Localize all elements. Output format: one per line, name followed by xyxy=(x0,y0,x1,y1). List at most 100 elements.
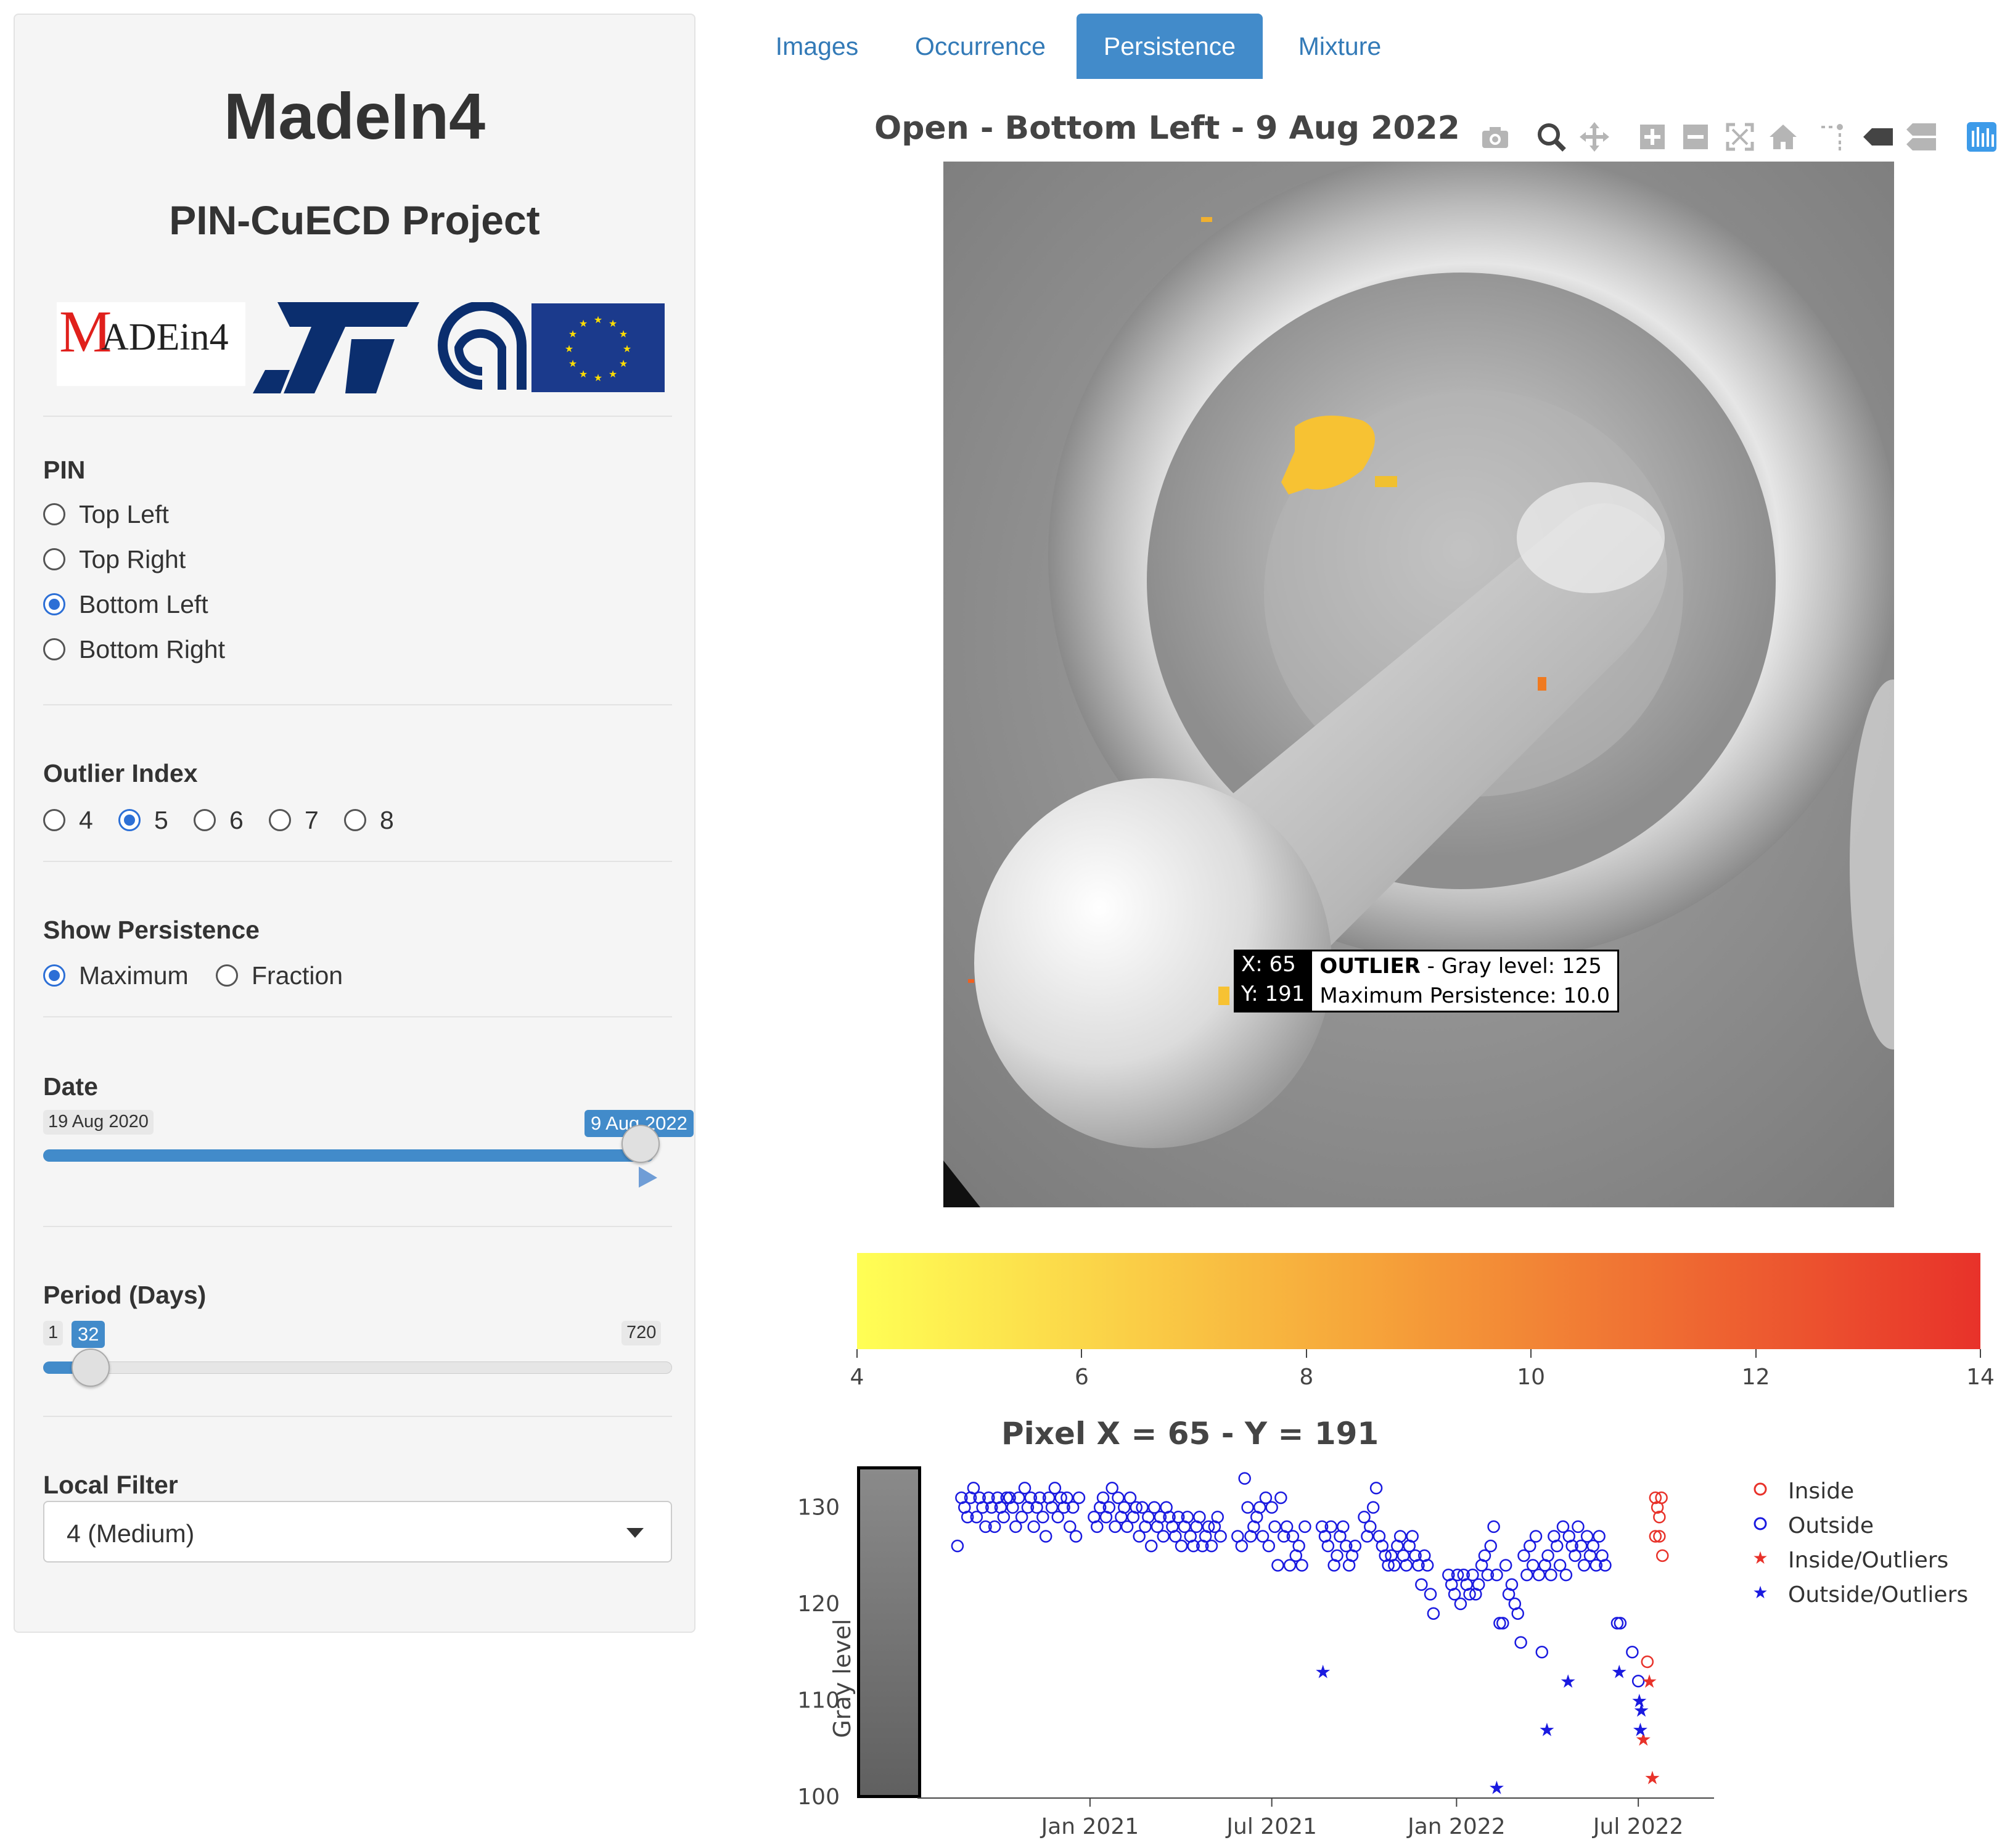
divider xyxy=(43,704,672,705)
outlier-index-option-7[interactable]: 7 xyxy=(269,805,319,834)
data-point-outside xyxy=(970,1510,983,1524)
data-point-outside xyxy=(1511,1607,1524,1620)
pin-option-top-right[interactable]: Top Right xyxy=(43,544,186,573)
outlier-index-option-6[interactable]: 6 xyxy=(194,805,244,834)
data-point-outside xyxy=(1553,1559,1567,1572)
data-point-outside xyxy=(1066,1501,1080,1514)
data-point-outside xyxy=(1142,1510,1155,1524)
data-point-outside xyxy=(1550,1539,1564,1553)
date-slider-handle[interactable] xyxy=(621,1125,660,1163)
svg-text:★: ★ xyxy=(594,372,602,384)
data-point-outside xyxy=(985,1501,998,1514)
data-point-outside xyxy=(1593,1530,1606,1543)
data-point-outside xyxy=(1556,1520,1570,1534)
zoom-in-icon[interactable] xyxy=(1639,123,1666,150)
zoom-icon[interactable] xyxy=(1535,121,1567,153)
data-point-outside xyxy=(1238,1472,1251,1485)
y-tick-label: 120 xyxy=(797,1591,840,1617)
pin-option-label: Top Right xyxy=(79,544,186,573)
outlier-index-option-label: 7 xyxy=(305,805,319,834)
app-title: MadeIn4 xyxy=(223,80,486,153)
data-point-inside-outliers: ★ xyxy=(1644,1768,1661,1789)
tab-occurrence[interactable]: Occurrence xyxy=(915,32,1046,60)
radio-circle-selected[interactable] xyxy=(43,964,65,987)
pin-microscope-image xyxy=(943,162,1894,1207)
radio-circle[interactable] xyxy=(194,809,216,831)
data-point-outside xyxy=(1626,1646,1639,1659)
x-tick-label: Jan 2021 xyxy=(1040,1814,1139,1839)
data-point-outside xyxy=(1286,1530,1300,1543)
data-point-outside xyxy=(1472,1578,1485,1591)
data-point-outside xyxy=(1572,1520,1585,1534)
outlier-index-option-4[interactable]: 4 xyxy=(43,806,93,834)
camera-icon[interactable] xyxy=(1480,123,1511,150)
data-point-outside xyxy=(1123,1491,1137,1505)
pan-icon[interactable] xyxy=(1578,121,1610,153)
colorbar-tick-mark xyxy=(1305,1349,1307,1358)
radio-circle-selected[interactable] xyxy=(118,809,141,831)
zoom-out-icon[interactable] xyxy=(1682,123,1709,150)
data-point-outside-outliers: ★ xyxy=(1632,1719,1649,1741)
persistence-option-maximum[interactable]: Maximum xyxy=(43,961,189,990)
pin-option-bottom-right[interactable]: Bottom Right xyxy=(43,635,225,663)
tab-persistence[interactable]: Persistence xyxy=(1077,14,1263,79)
data-point-outside xyxy=(1421,1559,1434,1572)
date-slider-play-icon[interactable] xyxy=(638,1167,658,1189)
data-point-outside xyxy=(1280,1520,1294,1534)
period-slider-handle[interactable] xyxy=(72,1349,110,1387)
data-point-outside xyxy=(1466,1568,1479,1582)
data-point-outside xyxy=(951,1539,964,1553)
data-point-outside xyxy=(1109,1520,1122,1534)
pin-option-bottom-left[interactable]: Bottom Left xyxy=(43,590,208,618)
radio-circle[interactable] xyxy=(43,638,65,660)
data-point-outside xyxy=(1012,1491,1025,1505)
hover-compare-icon[interactable] xyxy=(1905,121,1937,153)
radio-circle-selected[interactable] xyxy=(43,593,65,615)
outlier-index-option-5[interactable]: 5 xyxy=(118,806,168,834)
data-point-outside xyxy=(1520,1568,1533,1582)
autoscale-icon[interactable] xyxy=(1725,122,1755,152)
radio-circle[interactable] xyxy=(344,809,366,831)
data-point-outside xyxy=(1337,1520,1350,1534)
hover-closest-icon[interactable] xyxy=(1862,126,1894,148)
legend-inside-outliers[interactable]: ★ Inside/Outliers xyxy=(1751,1546,1948,1574)
legend-outside-outliers[interactable]: ★ Outside/Outliers xyxy=(1751,1581,1968,1608)
legend-outside-symbol-icon xyxy=(1751,1513,1788,1538)
svg-text:★: ★ xyxy=(1752,1549,1768,1567)
tab-images[interactable]: Images xyxy=(775,32,859,60)
legend-outside-outliers-symbol-icon: ★ xyxy=(1751,1582,1788,1608)
local-filter-select[interactable]: 4 (Medium) xyxy=(43,1501,672,1563)
spike-lines-icon[interactable] xyxy=(1818,122,1847,152)
pin-option-top-left[interactable]: Top Left xyxy=(43,500,169,528)
tab-mixture[interactable]: Mixture xyxy=(1298,32,1382,60)
radio-circle[interactable] xyxy=(43,809,65,831)
legend-outside[interactable]: Outside xyxy=(1751,1512,1874,1539)
outlier-index-label: Outlier Index xyxy=(43,759,198,787)
data-point-outside xyxy=(1018,1482,1032,1495)
data-point-outside xyxy=(1268,1520,1281,1534)
legend-inside-outliers-symbol-icon: ★ xyxy=(1751,1548,1788,1573)
data-point-outside xyxy=(1205,1539,1218,1553)
outlier-index-option-label: 6 xyxy=(229,805,244,834)
radio-circle[interactable] xyxy=(43,548,65,570)
outlier-index-option-8[interactable]: 8 xyxy=(344,806,394,834)
data-point-outside-outliers: ★ xyxy=(1538,1719,1555,1741)
main-plot-title: Open - Bottom Left - 9 Aug 2022 xyxy=(874,110,1460,147)
period-value-tag: 32 xyxy=(72,1321,105,1349)
data-point-outside xyxy=(1535,1646,1549,1659)
legend-inside[interactable]: Inside xyxy=(1751,1477,1854,1505)
data-point-inside xyxy=(1649,1530,1662,1543)
chevron-down-icon[interactable] xyxy=(626,1528,644,1538)
persistence-option-fraction[interactable]: Fraction xyxy=(216,961,343,990)
radio-circle[interactable] xyxy=(269,809,291,831)
colorbar-tick-label: 10 xyxy=(1517,1365,1546,1390)
data-point-outside xyxy=(979,1520,992,1534)
show-persistence-label: Show Persistence xyxy=(43,916,260,944)
plotly-logo-icon[interactable] xyxy=(1966,121,1998,153)
radio-circle[interactable] xyxy=(216,964,238,987)
data-point-outside xyxy=(1211,1510,1224,1524)
radio-circle[interactable] xyxy=(43,503,65,525)
reset-axes-icon[interactable] xyxy=(1768,122,1798,152)
period-max-label: 720 xyxy=(621,1321,662,1345)
